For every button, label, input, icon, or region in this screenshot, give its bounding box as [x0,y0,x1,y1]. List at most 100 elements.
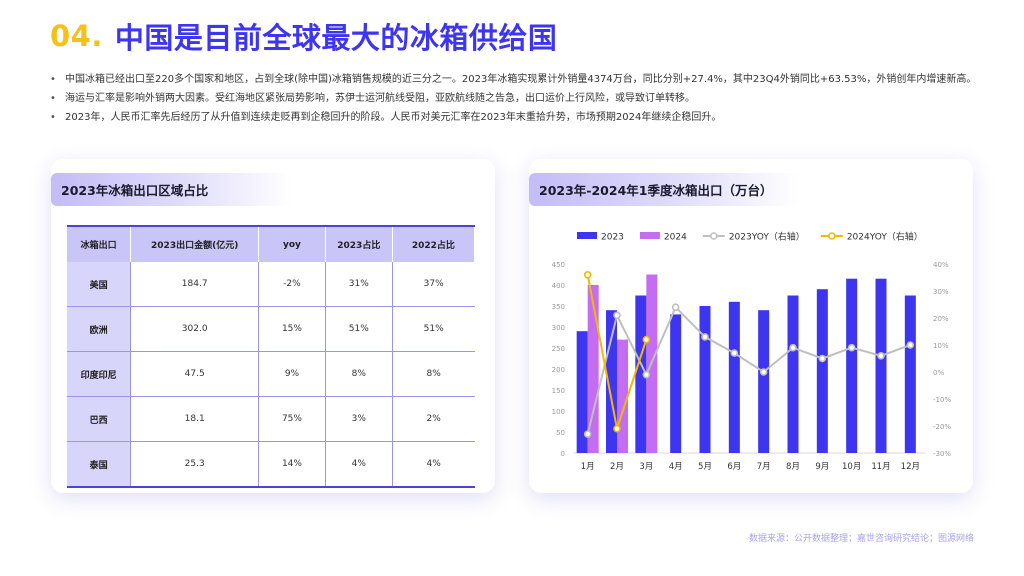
point-2023YOY（右轴） [818,354,827,363]
point-2023YOY（右轴） [906,341,915,349]
bullet-item: • 中国冰箱已经出口至220多个国家和地区，占到全球(除中国)冰箱销售规模的近三… [50,70,980,89]
table-header-cell: 冰箱出口 [67,225,132,262]
y-left-tick-label: 100 [552,408,565,416]
bar-2023 [728,301,740,453]
bullet-item: • 海运与汇率是影响外销两大因素。受红海地区紧张局势影响，苏伊士运河航线受阻，亚… [50,89,980,108]
x-tick-label: 4月 [669,462,683,472]
point-2023YOY（右轴） [583,430,592,438]
y-right-tick-label: 30% [933,288,949,296]
bar-2023 [670,314,682,453]
title-text: 中国是目前全球最大的冰箱供给国 [114,21,558,55]
x-tick-label: 5月 [698,462,712,472]
y-left-tick-label: 450 [552,261,565,269]
y-right-tick-label: 20% [933,315,949,323]
legend-swatch [828,232,836,240]
table-cell: 14% [258,441,326,488]
bullet-marker: • [50,74,56,85]
table-cell: 4% [325,441,393,488]
legend-swatch [577,232,597,239]
table-cell: 18.1 [130,396,260,442]
bar-2023 [816,289,828,453]
region-name: 巴西 [67,396,132,442]
region-table: 冰箱出口 2023出口金额(亿元) yoy 2023占比 2022占比 美国 1… [67,225,476,488]
table-cell: 75% [258,396,326,442]
chart-card-title: 2023年-2024年1季度冰箱出口（万台） [529,173,799,206]
y-left-tick-label: 150 [552,387,565,395]
y-right-tick-label: -20% [933,423,951,431]
y-left-tick-label: 350 [552,303,565,311]
legend-label: 2023 [601,233,624,243]
table-cell: 51% [392,306,475,352]
table-cell: 3% [325,396,393,442]
bar-2023 [635,295,647,453]
table-row: 欧洲 302.0 15% 51% 51% [67,306,475,352]
legend-label: 2023YOY（右轴） [729,231,805,243]
bar-2023 [699,306,711,453]
table-header-cell: yoy [258,225,326,262]
table-header-cell: 2023出口金额(亿元) [130,225,260,262]
legend-label: 2024 [664,233,687,243]
y-left-tick-label: 300 [552,324,565,332]
table-card: 2023年冰箱出口区域占比 冰箱出口 2023出口金额(亿元) yoy 2023… [51,159,495,493]
legend-swatch [710,232,718,240]
point-2023YOY（右轴） [877,352,885,360]
bar-2023 [606,310,617,453]
table-cell: 4% [392,441,475,488]
table-cell: 51% [325,306,393,352]
y-right-tick-label: 10% [933,342,949,350]
bullet-text: 海运与汇率是影响外销两大因素。受红海地区紧张局势影响，苏伊士运河航线受阻，亚欧航… [65,93,695,104]
bar-2023 [787,295,799,453]
point-2023YOY（右轴） [642,370,651,379]
y-left-tick-label: 250 [552,345,565,353]
point-2023YOY（右轴） [613,311,621,320]
x-tick-label: 1月 [581,462,595,472]
y-left-tick-label: 200 [552,366,565,374]
bullet-marker: • [50,112,56,123]
table-row: 泰国 25.3 14% 4% 4% [67,441,475,488]
section-number: 04. [50,19,103,53]
table-cell: 8% [325,351,393,397]
legend-label: 2024YOY（右轴） [847,231,923,243]
y-right-tick-label: 0% [933,369,944,377]
table-cell: 31% [325,262,393,307]
region-name: 欧洲 [67,306,132,352]
export-chart: 0 50 100 150 200 250 300 350 400 450 -30% -20% -10% 0… [552,231,952,473]
table-cell: 8% [392,351,475,397]
region-name: 印度印尼 [67,351,132,397]
bullet-marker: • [50,93,56,104]
x-tick-label: 11月 [871,462,890,472]
chart-card: 2023年-2024年1季度冰箱出口（万台） 0 50 100 150 200 250 30… [529,159,973,493]
y-right-tick-label: -10% [933,396,951,404]
bar-2023 [904,295,916,453]
x-tick-label: 3月 [639,462,653,472]
bar-2023 [846,278,858,453]
table-cell: -2% [258,262,326,307]
x-tick-label: 12月 [901,462,920,472]
y-left-tick-label: 50 [556,429,565,437]
bar-2024 [617,339,628,453]
point-2023YOY（右轴） [759,368,768,376]
table-card-title: 2023年冰箱出口区域占比 [51,173,291,206]
table-row: 印度印尼 47.5 9% 8% 8% [67,351,475,397]
x-tick-label: 6月 [727,462,741,472]
table-cell: 25.3 [130,441,260,488]
bar-2024 [587,285,599,453]
y-left-tick-label: 0 [561,450,565,458]
point-2024YOY（右轴） [642,335,651,344]
table-cell: 9% [258,351,326,397]
table-row: 美国 184.7 -2% 31% 37% [67,262,475,307]
point-2024YOY（右轴） [583,271,592,279]
bullet-text: 2023年，人民币汇率先后经历了从升值到连续走贬再到企稳回升的阶段。人民币对美元… [65,112,722,123]
y-right-tick-label: -30% [933,450,951,458]
point-2023YOY（右轴） [730,349,739,357]
bullet-text: 中国冰箱已经出口至220多个国家和地区，占到全球(除中国)冰箱销售规模的近三分之… [65,74,977,85]
bar-2023 [576,331,588,453]
point-2023YOY（右轴） [847,343,856,352]
table-row: 巴西 18.1 75% 3% 2% [67,396,475,442]
bar-2023 [758,310,770,453]
region-name: 泰国 [67,441,132,488]
bullet-list: • 中国冰箱已经出口至220多个国家和地区，占到全球(除中国)冰箱销售规模的近三… [50,70,980,127]
bullet-item: • 2023年，人民币汇率先后经历了从升值到连续走贬再到企稳回升的阶段。人民币对… [50,108,980,127]
y-left-tick-label: 400 [552,282,565,290]
table-cell: 2% [392,396,475,442]
